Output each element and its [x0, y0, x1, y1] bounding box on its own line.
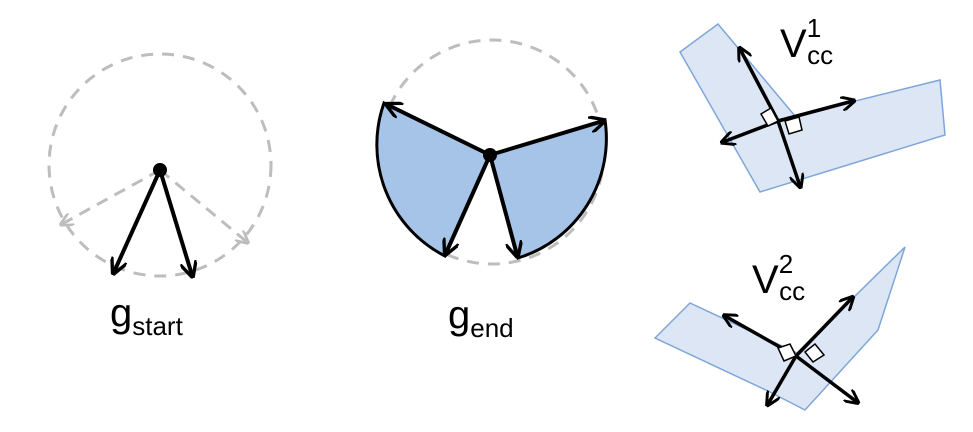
panel-v-cc-2: V2 cc	[653, 246, 906, 411]
panel-v-cc-1: V1 cc	[679, 13, 946, 193]
label-v-cc-2-superscript: 2	[779, 249, 793, 279]
right-angle-mark-1b	[784, 116, 803, 135]
center-dot-start	[153, 163, 167, 177]
label-g-start-symbol: g	[110, 291, 132, 335]
panel-g-end: gend	[375, 38, 608, 343]
right-angle-mark-2a	[776, 343, 798, 362]
label-v-cc-2: V2 cc	[752, 249, 805, 306]
arrow-cc2-up-right	[794, 298, 852, 358]
label-g-end-symbol: g	[448, 293, 470, 337]
label-v-cc-1: V1 cc	[780, 13, 833, 70]
label-v-cc-1-superscript: 1	[807, 13, 821, 43]
arrow-cc2-down-right	[794, 354, 857, 402]
arrow-start-left	[114, 169, 162, 272]
label-v-cc-2-symbol: V	[752, 258, 779, 302]
faded-arrow-left	[62, 168, 161, 224]
label-v-cc-2-subscript: cc	[779, 276, 805, 306]
center-dot-end	[483, 148, 497, 162]
arrow-cc1-down	[776, 120, 800, 186]
label-g-end-subscript: end	[470, 313, 513, 343]
sector-right	[488, 118, 608, 260]
arrow-end-down-left	[446, 154, 492, 253]
arrow-start-right	[158, 169, 192, 275]
label-g-start-subscript: start	[132, 311, 183, 341]
concave-corner-shape-1	[679, 22, 946, 193]
arrow-end-up-right	[489, 121, 603, 157]
arrow-end-up-left	[388, 105, 491, 157]
arrow-end-down-right	[488, 154, 517, 255]
label-v-cc-1-subscript: cc	[807, 40, 833, 70]
label-v-cc-1-symbol: V	[780, 22, 807, 66]
label-g-end: gend	[448, 293, 514, 343]
right-angle-mark-1a	[759, 106, 780, 127]
label-g-start: gstart	[110, 291, 184, 341]
reachable-circle-start	[47, 52, 273, 278]
arrow-cc2-down-left	[768, 355, 798, 404]
panel-g-start: gstart	[47, 52, 273, 341]
arrow-cc1-right	[777, 101, 853, 123]
right-angle-mark-2b	[803, 342, 826, 363]
